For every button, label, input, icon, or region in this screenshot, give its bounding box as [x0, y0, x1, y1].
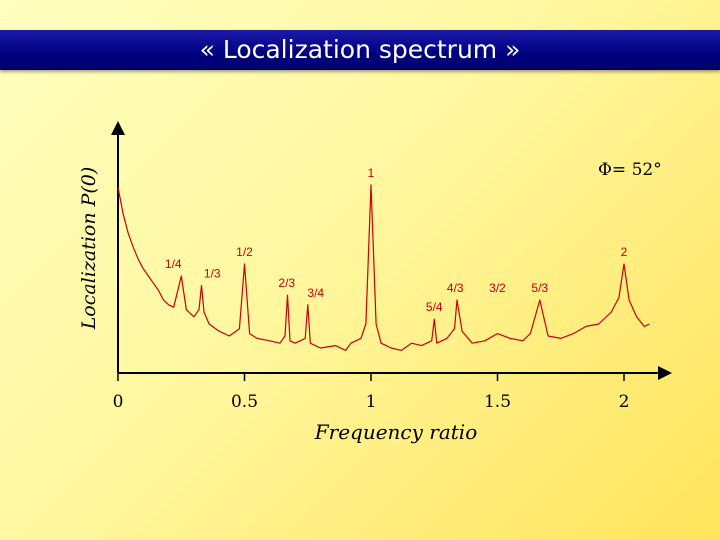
peak-label: 3/4 — [307, 286, 324, 300]
peak-label: 1 — [368, 166, 375, 180]
peak-label: 1/2 — [236, 245, 253, 259]
series-line — [117, 184, 650, 351]
phi-annotation: Φ= 52° — [598, 160, 662, 180]
peak-label: 1/3 — [204, 267, 221, 281]
x-axis-label: Frequency ratio — [314, 420, 478, 444]
axes — [111, 121, 672, 380]
peak-label: 5/4 — [426, 300, 443, 314]
peak-label: 4/3 — [447, 281, 464, 295]
x-tick-label: 0.5 — [231, 392, 258, 412]
x-tick-label: 0 — [113, 392, 124, 412]
peak-label: 2/3 — [278, 276, 295, 290]
peak-label: 1/4 — [165, 257, 182, 271]
peak-label: 3/2 — [489, 281, 506, 295]
title-bar: « Localization spectrum » — [0, 30, 720, 70]
x-tick-label: 2 — [619, 392, 630, 412]
peak-labels: 1/4 1/3 1/2 2/3 3/4 1 5/4 4/3 3/2 5/3 2 — [165, 166, 628, 314]
x-ticks: 0 0.5 1 1.5 2 — [113, 373, 630, 412]
x-tick-label: 1.5 — [484, 392, 511, 412]
x-tick-label: 1 — [366, 392, 377, 412]
peak-label: 2 — [621, 245, 628, 259]
slide-title: « Localization spectrum » — [199, 35, 521, 64]
peak-label: 5/3 — [531, 281, 548, 295]
y-axis-label: Localization P(0) — [78, 167, 100, 331]
